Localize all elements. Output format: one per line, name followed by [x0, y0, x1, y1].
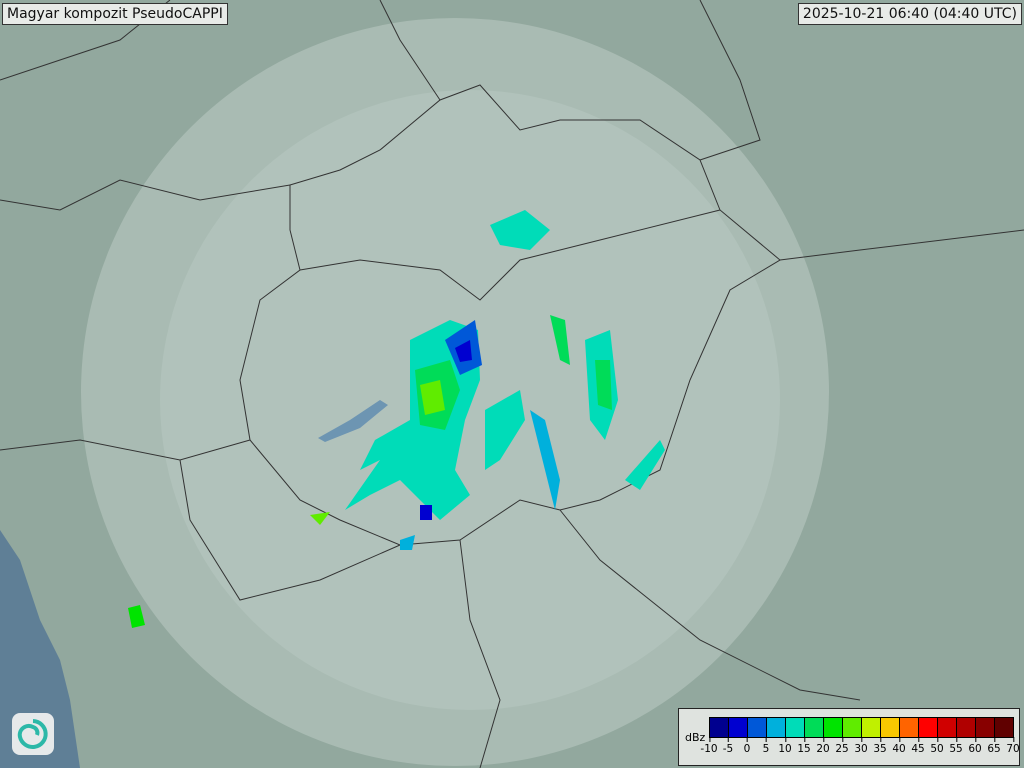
- legend-swatch: [767, 718, 786, 737]
- legend-swatch: [976, 718, 995, 737]
- legend-swatch: [805, 718, 824, 737]
- legend-swatch: [786, 718, 805, 737]
- legend-tick-label: 30: [854, 737, 868, 755]
- timestamp: 2025-10-21 06:40 (04:40 UTC): [797, 3, 1022, 25]
- legend-tick-label: -5: [723, 737, 733, 755]
- legend-tick-label: 25: [835, 737, 849, 755]
- legend-swatch: [729, 718, 748, 737]
- legend-tick-label: 65: [987, 737, 1001, 755]
- legend-tick-label: 0: [744, 737, 750, 755]
- legend-color-bar: [709, 717, 1014, 738]
- legend-tick-label: 60: [968, 737, 982, 755]
- swirl-logo-icon: [17, 719, 48, 749]
- legend-swatch: [881, 718, 900, 737]
- dbz-legend: dBz -10 -5 0 5 10 15 20 25 30 35 40 45 50 55 60 65 70: [678, 708, 1020, 766]
- legend-tick-label: 70: [1006, 737, 1020, 755]
- legend-unit: dBz: [685, 731, 706, 744]
- legend-swatch: [843, 718, 862, 737]
- product-title: Magyar kompozit PseudoCAPPI: [2, 3, 228, 25]
- legend-swatch: [919, 718, 938, 737]
- legend-tick-label: 15: [797, 737, 811, 755]
- adriatic-sea: [0, 530, 80, 768]
- legend-tick-label: 55: [949, 737, 963, 755]
- omsz-logo: [12, 713, 54, 755]
- legend-swatch: [900, 718, 919, 737]
- legend-swatch: [938, 718, 957, 737]
- legend-swatch: [957, 718, 976, 737]
- legend-tick-label: 50: [930, 737, 944, 755]
- legend-tick-label: 10: [778, 737, 792, 755]
- legend-swatch: [710, 718, 729, 737]
- legend-tick-label: 20: [816, 737, 830, 755]
- legend-swatch: [862, 718, 881, 737]
- legend-swatch: [824, 718, 843, 737]
- legend-tick-label: 35: [873, 737, 887, 755]
- legend-swatch: [748, 718, 767, 737]
- lake-balaton: [318, 400, 388, 442]
- legend-tick-label: 40: [892, 737, 906, 755]
- legend-swatch: [995, 718, 1013, 737]
- radar-echoes: [128, 210, 665, 628]
- legend-tick-label: -10: [700, 737, 718, 755]
- legend-tick-label: 45: [911, 737, 925, 755]
- legend-tick-label: 5: [763, 737, 769, 755]
- legend-ticks: -10 -5 0 5 10 15 20 25 30 35 40 45 50 55 60 65 70: [700, 737, 1020, 757]
